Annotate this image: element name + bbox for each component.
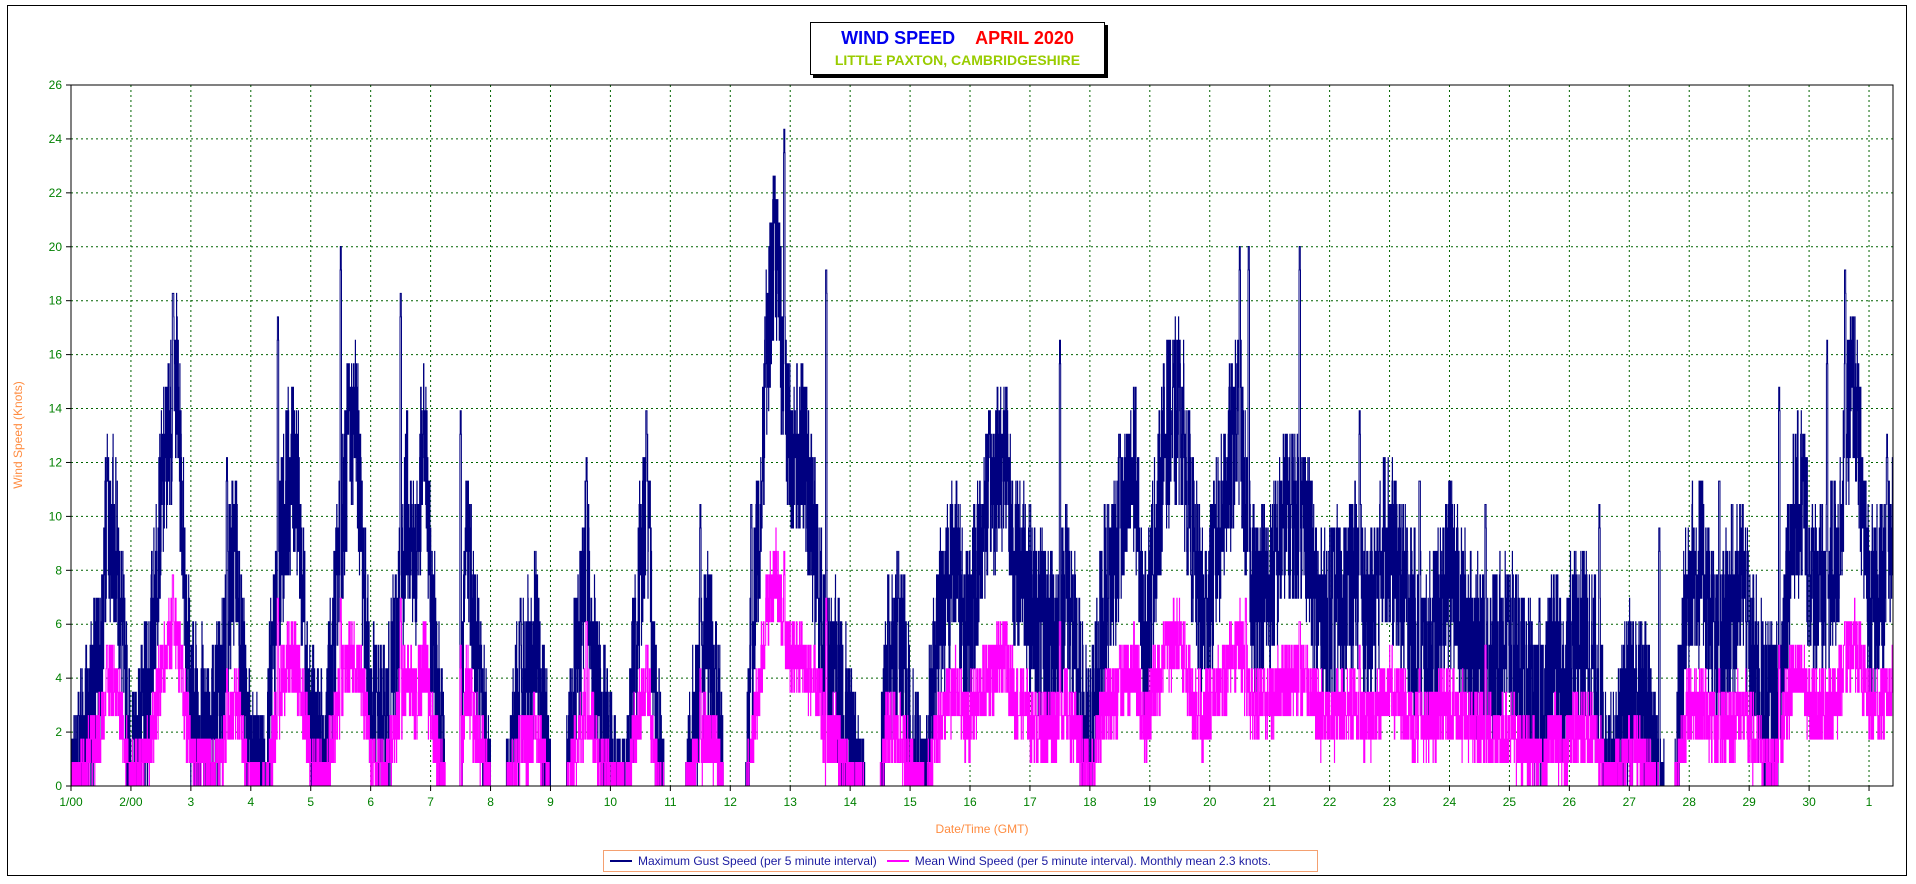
x-tick-label: 27: [1623, 795, 1637, 809]
y-tick-label: 8: [55, 563, 62, 577]
legend-item-gust: Maximum Gust Speed (per 5 minute interva…: [610, 854, 877, 868]
x-tick-label: 23: [1383, 795, 1397, 809]
x-tick-label: 14: [843, 795, 857, 809]
y-tick-label: 18: [49, 294, 63, 308]
y-tick-label: 26: [49, 78, 63, 92]
x-tick-label: 4: [247, 795, 254, 809]
x-tick-label: 6: [367, 795, 374, 809]
y-tick-label: 0: [55, 779, 62, 793]
x-tick-label: 11: [664, 795, 677, 809]
y-tick-label: 24: [49, 132, 63, 146]
x-tick-label: 19: [1143, 795, 1157, 809]
y-tick-label: 6: [55, 617, 62, 631]
x-tick-label: 12: [724, 795, 738, 809]
series-line-mean: [71, 527, 1894, 787]
legend-item-mean: Mean Wind Speed (per 5 minute interval).…: [886, 854, 1271, 868]
x-tick-label: 8: [487, 795, 494, 809]
x-tick-label: 21: [1263, 795, 1277, 809]
x-tick-label: 13: [784, 795, 798, 809]
x-tick-label: 10: [604, 795, 618, 809]
x-tick-label: 2/00: [119, 795, 143, 809]
legend-swatch-mean: [886, 860, 909, 862]
x-tick-label: 3: [188, 795, 195, 809]
series-layer: [71, 128, 1894, 787]
x-tick-label: 29: [1742, 795, 1756, 809]
y-tick-label: 10: [49, 509, 63, 523]
y-tick-label: 22: [49, 186, 63, 200]
x-tick-label: 5: [307, 795, 314, 809]
x-tick-label: 24: [1443, 795, 1457, 809]
x-tick-label: 7: [427, 795, 434, 809]
x-axis-label: Date/Time (GMT): [936, 822, 1029, 836]
chart-title-box: WIND SPEED APRIL 2020 LITTLE PAXTON, CAMB…: [810, 22, 1105, 75]
x-tick-label: 22: [1323, 795, 1337, 809]
x-tick-label: 30: [1802, 795, 1816, 809]
y-axis-label: Wind Speed (Knots): [11, 381, 25, 488]
y-tick-label: 14: [49, 402, 63, 416]
x-tick-label: 15: [903, 795, 917, 809]
y-tick-label: 16: [49, 348, 63, 362]
chart-title: WIND SPEED APRIL 2020: [811, 28, 1104, 49]
legend-label-mean: Mean Wind Speed (per 5 minute interval).…: [914, 854, 1271, 868]
x-tick-label: 1/00: [59, 795, 83, 809]
x-tick-label: 25: [1503, 795, 1517, 809]
y-tick-label: 4: [55, 671, 62, 685]
x-tick-label: 17: [1023, 795, 1037, 809]
title-month: APRIL 2020: [975, 28, 1074, 48]
series-line-gust: [71, 128, 1894, 787]
title-main: WIND SPEED: [841, 28, 956, 48]
x-tick-label: 28: [1683, 795, 1697, 809]
legend-label-gust: Maximum Gust Speed (per 5 minute interva…: [638, 854, 877, 868]
x-tick-label: 18: [1083, 795, 1097, 809]
chart-subtitle: LITTLE PAXTON, CAMBRIDGESHIRE: [834, 52, 1081, 68]
x-tick-label: 16: [963, 795, 977, 809]
plot-border: [70, 84, 1894, 787]
x-tick-label: 20: [1203, 795, 1217, 809]
y-tick-label: 12: [49, 455, 63, 469]
x-tick-label: 9: [547, 795, 554, 809]
y-tick-label: 2: [55, 725, 62, 739]
x-tick-label: 1: [1866, 795, 1873, 809]
legend: Maximum Gust Speed (per 5 minute interva…: [603, 850, 1318, 872]
y-tick-label: 20: [49, 240, 63, 254]
legend-swatch-gust: [610, 860, 632, 862]
x-tick-label: 26: [1563, 795, 1577, 809]
